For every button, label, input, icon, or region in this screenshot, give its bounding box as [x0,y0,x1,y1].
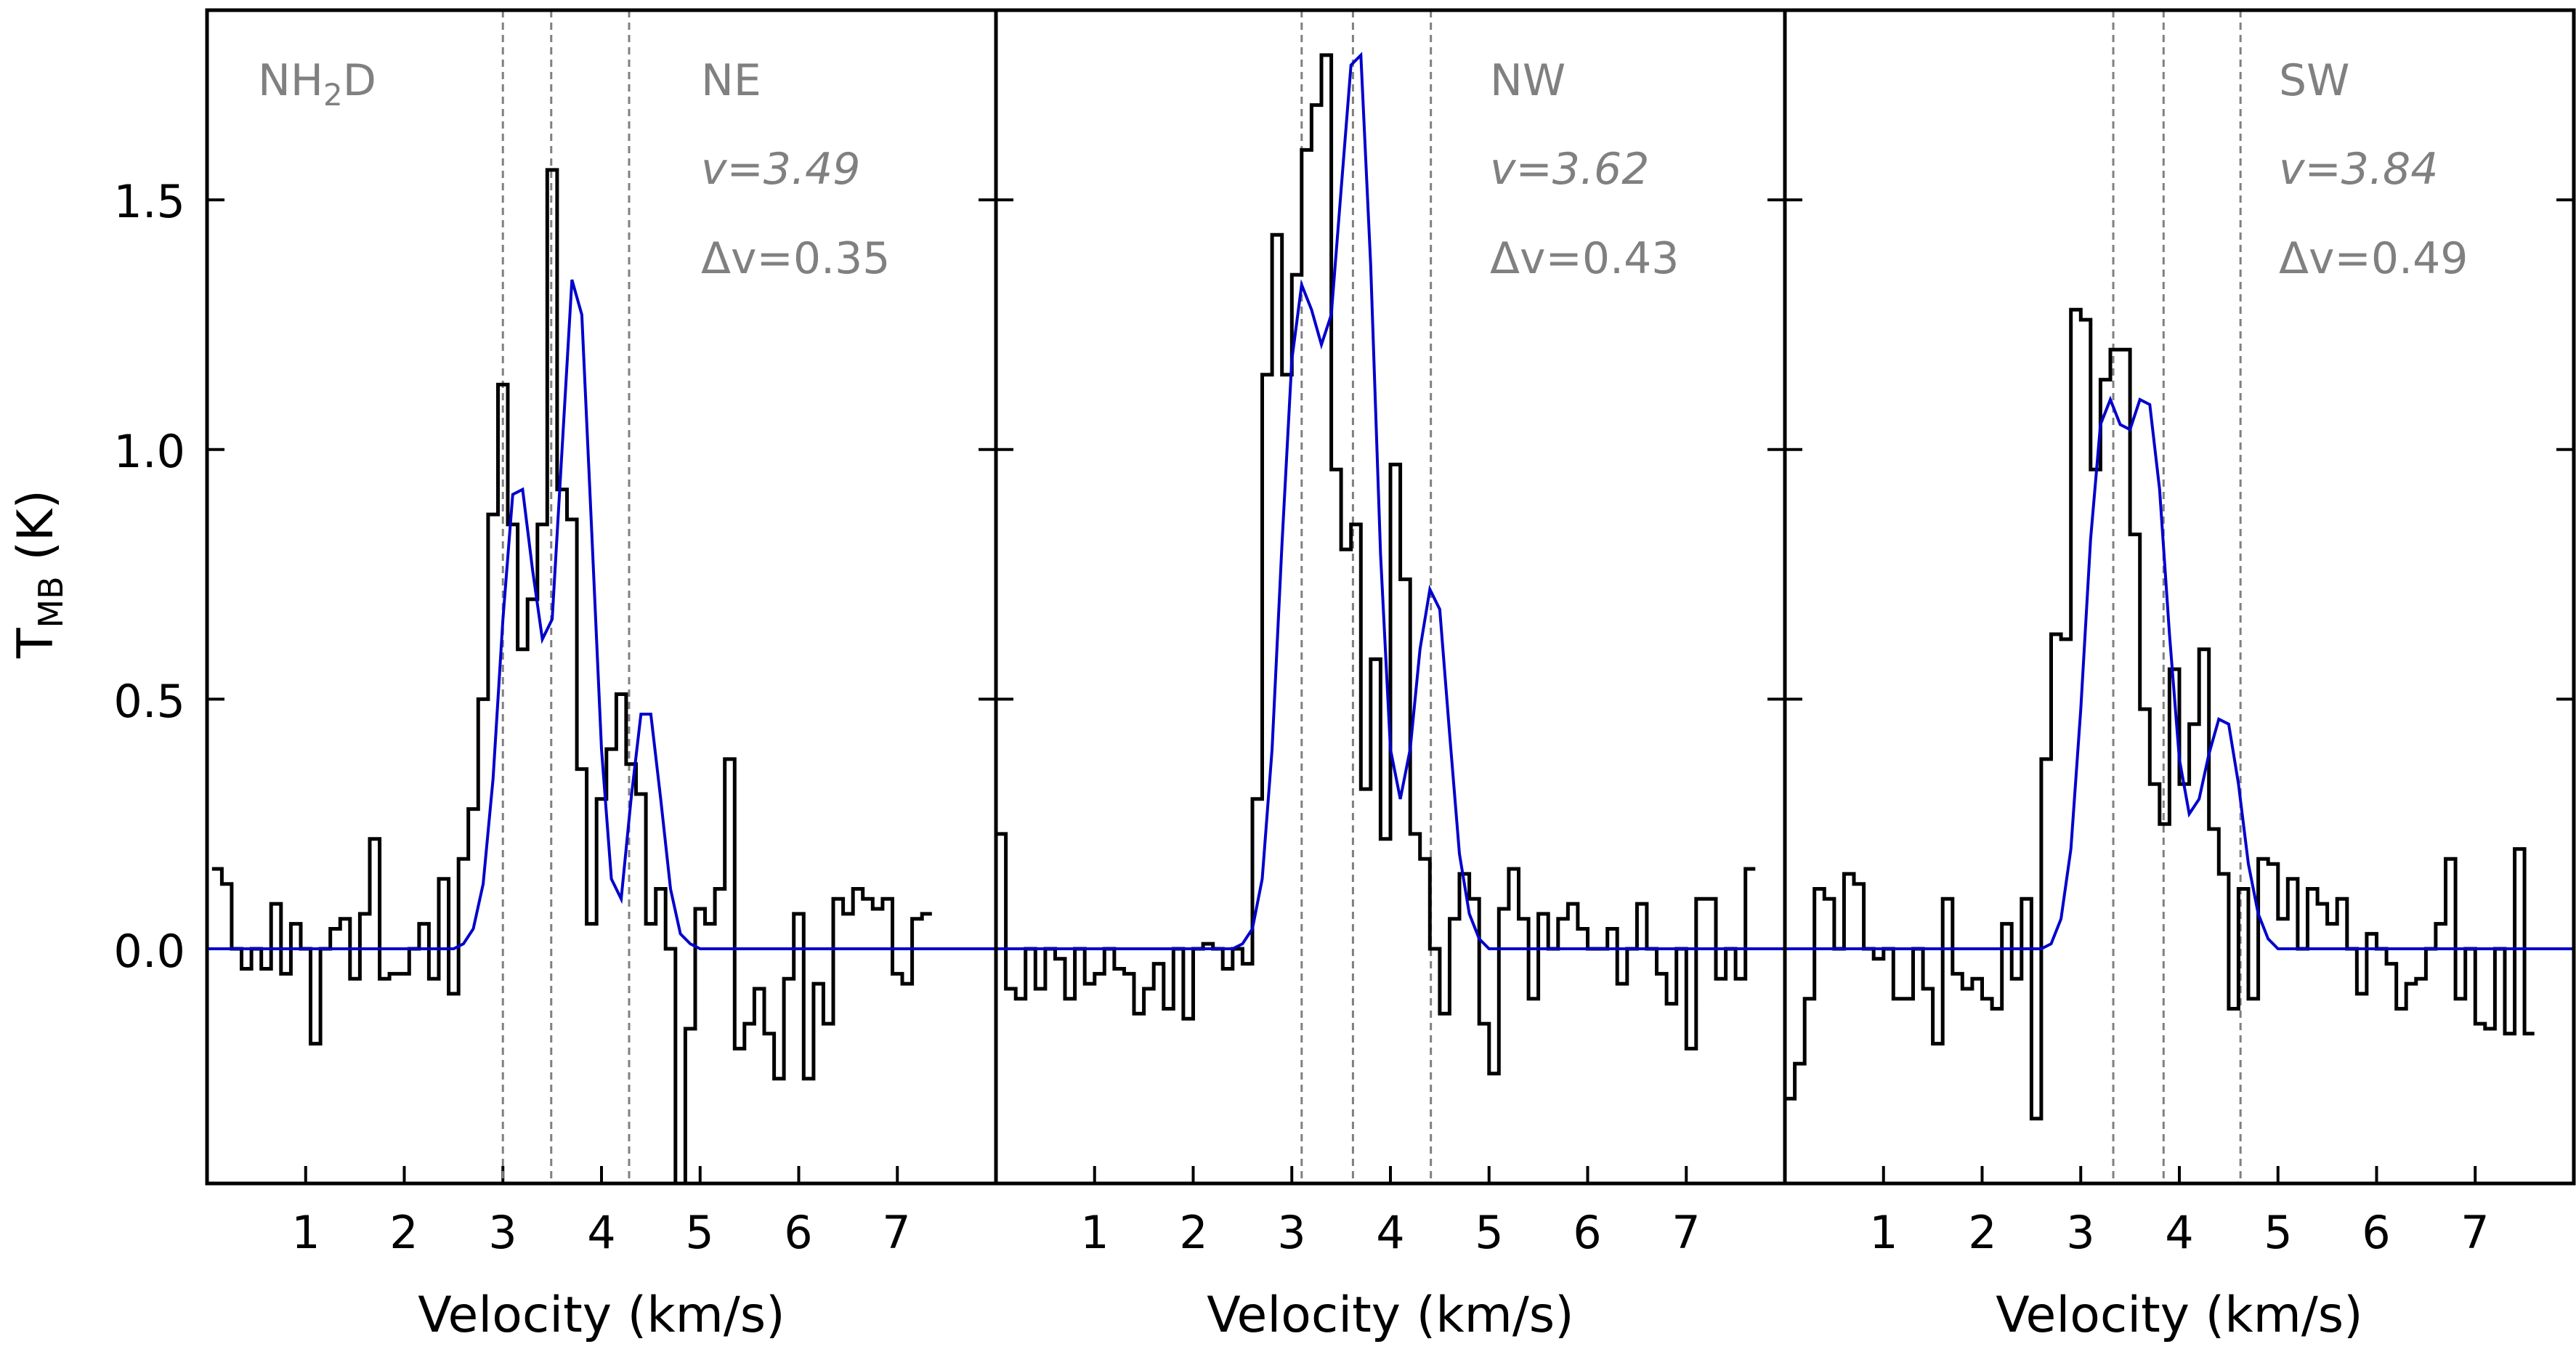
y-axis-title: TMB (K) [7,490,70,659]
panel-sw-fit-curve [1785,395,2574,950]
panel-nw-x-axis-title: Velocity (km/s) [1207,1287,1573,1344]
panel-ne-molecule-label: NH2D [258,55,376,113]
panel-nw-linewidth-label: Δv=0.43 [1490,233,1679,284]
x-tick-label: 2 [1968,1206,1996,1259]
panel-nw-component-lines [1300,10,1433,1183]
panel-nw-fit-curve [996,52,1785,950]
panel-ne-molecule-suffix: D [343,55,376,106]
x-tick-label: 5 [685,1206,713,1259]
panel-nw-observed-spectrum [996,53,1756,1076]
panel-nw: 1 2 3 4 5 6 7 Velocity (km/s) NW v=3.62 … [994,8,1787,1344]
x-tick-label: 7 [1672,1206,1700,1259]
panel-ne-region-label: NE [701,55,761,106]
panel-ne-frame [205,8,998,1186]
panel-sw-component-lines [2112,10,2242,1183]
panel-nw-x-tick-labels: 1 2 3 4 5 6 7 [1080,1206,1700,1259]
panel-ne-fit-curve [207,279,996,950]
x-tick-label: 7 [882,1206,910,1259]
y-axis-title-unit: (K) [7,490,65,576]
panel-ne: 1 2 3 4 5 6 7 Velocity (km/s) NH2D NE v=… [205,8,998,1344]
x-tick-label: 4 [587,1206,615,1259]
panel-nw-region-label: NW [1490,55,1566,106]
x-tick-label: 6 [2362,1206,2390,1259]
y-tick-label-2: 1.0 [113,425,185,478]
x-tick-label: 3 [488,1206,517,1259]
x-tick-label: 6 [1573,1206,1601,1259]
panel-ne-molecule-sub: 2 [323,77,343,113]
panel-ne-component-lines [501,10,631,1183]
x-tick-label: 5 [1475,1206,1503,1259]
x-tick-label: 1 [1080,1206,1109,1259]
y-axis-title-main: T [7,628,65,659]
y-tick-label-3: 1.5 [113,175,185,228]
y-tick-labels: 0.0 0.5 1.0 1.5 [113,175,185,978]
x-tick-label: 3 [2066,1206,2094,1259]
panel-ne-velocity-label: v=3.49 [701,144,860,195]
x-tick-label: 7 [2460,1206,2489,1259]
panel-sw-frame [1783,8,2576,1186]
y-axis-title-sub: MB [31,576,70,628]
x-tick-label: 1 [291,1206,320,1259]
panel-ne-observed-spectrum [211,168,932,1186]
panel-sw: 1 2 3 4 5 6 7 Velocity (km/s) SW v=3.84 … [1783,8,2576,1344]
x-tick-label: 1 [1869,1206,1897,1259]
panel-sw-linewidth-label: Δv=0.49 [2279,233,2468,284]
panel-nw-velocity-label: v=3.62 [1490,144,1649,195]
x-tick-label: 2 [389,1206,418,1259]
panel-sw-x-axis-title: Velocity (km/s) [1996,1287,2362,1344]
panel-ne-x-ticks [207,198,996,1183]
panel-ne-linewidth-label: Δv=0.35 [701,233,890,284]
x-tick-label: 3 [1277,1206,1305,1259]
x-tick-label: 4 [2165,1206,2193,1259]
x-tick-label: 6 [784,1206,812,1259]
x-tick-label: 2 [1179,1206,1207,1259]
panel-sw-observed-spectrum [1785,307,2535,1121]
panel-sw-velocity-label: v=3.84 [2279,144,2438,195]
panel-sw-region-label: SW [2279,55,2349,106]
panel-ne-x-axis-title: Velocity (km/s) [418,1287,785,1344]
panel-ne-molecule-prefix: NH [258,55,323,106]
panel-sw-x-tick-labels: 1 2 3 4 5 6 7 [1869,1206,2489,1259]
y-tick-label-0: 0.0 [113,925,185,978]
panel-ne-x-tick-labels: 1 2 3 4 5 6 7 [291,1206,910,1259]
y-tick-label-1: 0.5 [113,675,185,728]
x-tick-label: 5 [2264,1206,2292,1259]
x-tick-label: 4 [1376,1206,1404,1259]
